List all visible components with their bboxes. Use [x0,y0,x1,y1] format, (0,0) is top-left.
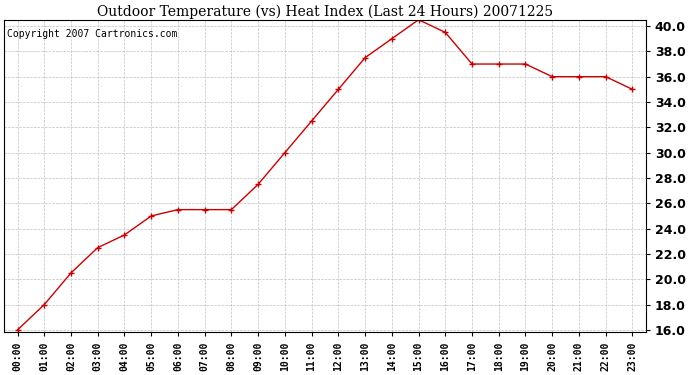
Title: Outdoor Temperature (vs) Heat Index (Last 24 Hours) 20071225: Outdoor Temperature (vs) Heat Index (Las… [97,4,553,18]
Text: Copyright 2007 Cartronics.com: Copyright 2007 Cartronics.com [8,29,178,39]
